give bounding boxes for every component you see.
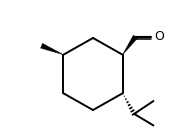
- Text: O: O: [154, 30, 164, 43]
- Polygon shape: [123, 35, 137, 55]
- Polygon shape: [41, 43, 63, 55]
